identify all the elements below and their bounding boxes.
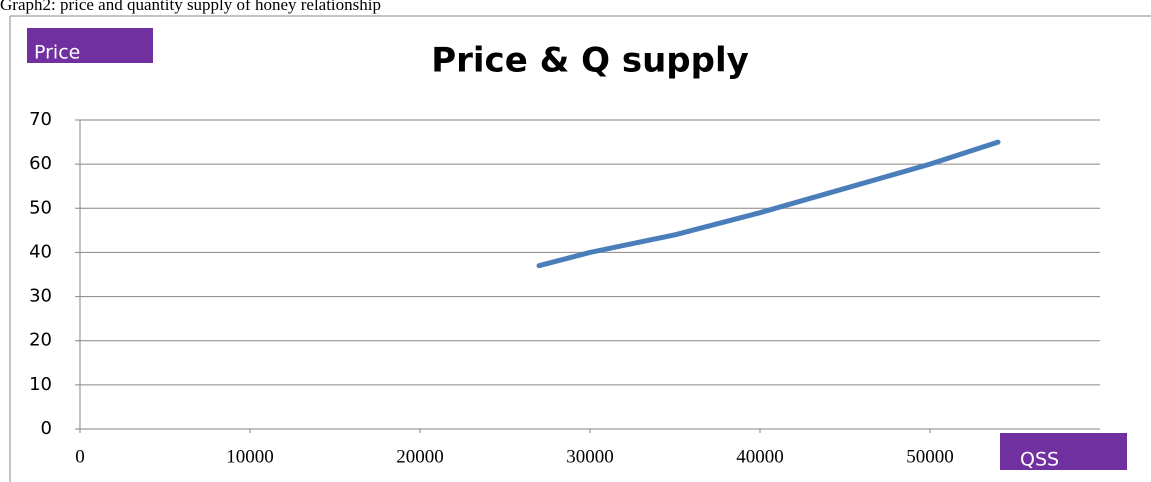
caption: Graph2: price and quantity supply of hon… — [0, 0, 381, 14]
x-tick-label: 20000 — [396, 446, 444, 467]
y-tick-label: 60 — [29, 153, 52, 174]
x-tick-label: 40000 — [736, 446, 784, 467]
y-tick-label: 40 — [29, 241, 52, 262]
chart-title: Price & Q supply — [431, 41, 749, 81]
y-tick-label: 50 — [29, 197, 52, 218]
y-tick-label: 30 — [29, 286, 52, 307]
x-axis-label: QSS — [1020, 449, 1059, 471]
x-tick-label: 10000 — [226, 446, 274, 467]
series-line — [536, 139, 1001, 269]
y-tick-label: 70 — [29, 109, 52, 130]
x-tick-label: 0 — [75, 446, 85, 467]
x-tick-label: 50000 — [906, 446, 954, 467]
x-tick-label: 30000 — [566, 446, 614, 467]
x-label-box — [1000, 433, 1127, 470]
y-label-box — [27, 28, 153, 63]
y-tick-label: 20 — [29, 330, 52, 351]
y-tick-label: 0 — [41, 418, 52, 439]
y-axis-label: Price — [34, 42, 80, 64]
y-tick-label: 10 — [29, 374, 52, 395]
